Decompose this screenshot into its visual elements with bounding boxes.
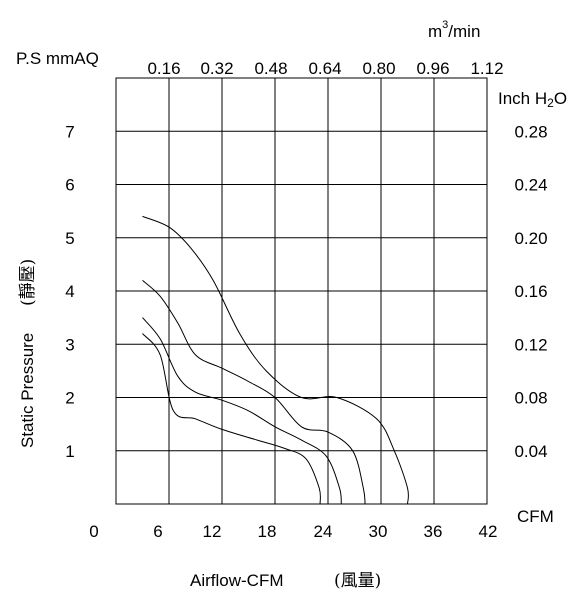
x-tick-label-top: 0.48	[254, 59, 287, 78]
x-tick-label: 6	[153, 522, 162, 541]
y-tick-label-left: 1	[65, 442, 74, 461]
pq-curve-2	[142, 280, 366, 505]
y-tick-label-right: 0.12	[514, 335, 547, 354]
y-axis-label: Static Pressure	[18, 333, 37, 448]
pq-curve-3	[142, 317, 342, 505]
x-tick-label-top: 0.80	[362, 59, 395, 78]
right-axis-title: Inch H2O	[498, 89, 567, 110]
bottom-axis-unit: CFM	[517, 507, 554, 526]
top-axis-title-sup: 3	[442, 19, 448, 31]
y-tick-label-right: 0.16	[514, 282, 547, 301]
top-axis-title-end: /min	[448, 22, 480, 41]
x-tick-label-top: 0.32	[200, 59, 233, 78]
y-tick-label-left: 2	[65, 389, 74, 408]
tick-labels: 0 6 12 18 24 30 36 4212345670.040.080.120.160.2…	[65, 59, 547, 541]
x-tick-label: 36	[424, 522, 443, 541]
x-tick-label-top: 0.16	[147, 59, 180, 78]
y-tick-label-right: 0.20	[514, 229, 547, 248]
x-axis-label-cjk: (風量)	[334, 571, 381, 591]
x-tick-label: 12	[203, 522, 222, 541]
x-axis-label: Airflow-CFM	[190, 571, 284, 590]
x-tick-label-top: 0.96	[416, 59, 449, 78]
x-tick-label: 24	[314, 522, 333, 541]
pq-curve-1	[142, 215, 409, 505]
x-tick-label: 30	[369, 522, 388, 541]
y-tick-label-left: 3	[65, 335, 74, 354]
y-tick-label-left: 5	[65, 229, 74, 248]
right-axis-title-main: Inch H	[498, 89, 547, 108]
top-axis-title: m3/min	[428, 19, 480, 41]
x-tick-label: 18	[258, 522, 277, 541]
y-tick-label-left: 4	[65, 282, 74, 301]
x-tick-label: 0	[89, 522, 98, 541]
pq-curve-4	[142, 333, 321, 505]
curve-layer	[142, 215, 409, 505]
top-axis-title-base: m	[428, 22, 442, 41]
grid	[115, 77, 488, 505]
y-tick-label-right: 0.24	[514, 176, 547, 195]
x-tick-label: 42	[479, 522, 498, 541]
left-axis-title: P.S mmAQ	[16, 49, 99, 68]
y-axis-label-group: Static Pressure (靜壓)	[18, 259, 38, 448]
y-tick-label-left: 6	[65, 176, 74, 195]
right-axis-title-sub: 2	[547, 96, 554, 110]
y-tick-label-left: 7	[65, 122, 74, 141]
y-axis-label-cjk: (靜壓)	[18, 259, 38, 306]
y-tick-label-right: 0.28	[514, 122, 547, 141]
x-tick-label-top: 1.12	[470, 59, 503, 78]
x-tick-label-top: 0.64	[308, 59, 341, 78]
y-tick-label-right: 0.04	[514, 442, 547, 461]
y-tick-label-right: 0.08	[514, 389, 547, 408]
right-axis-title-end: O	[554, 89, 567, 108]
